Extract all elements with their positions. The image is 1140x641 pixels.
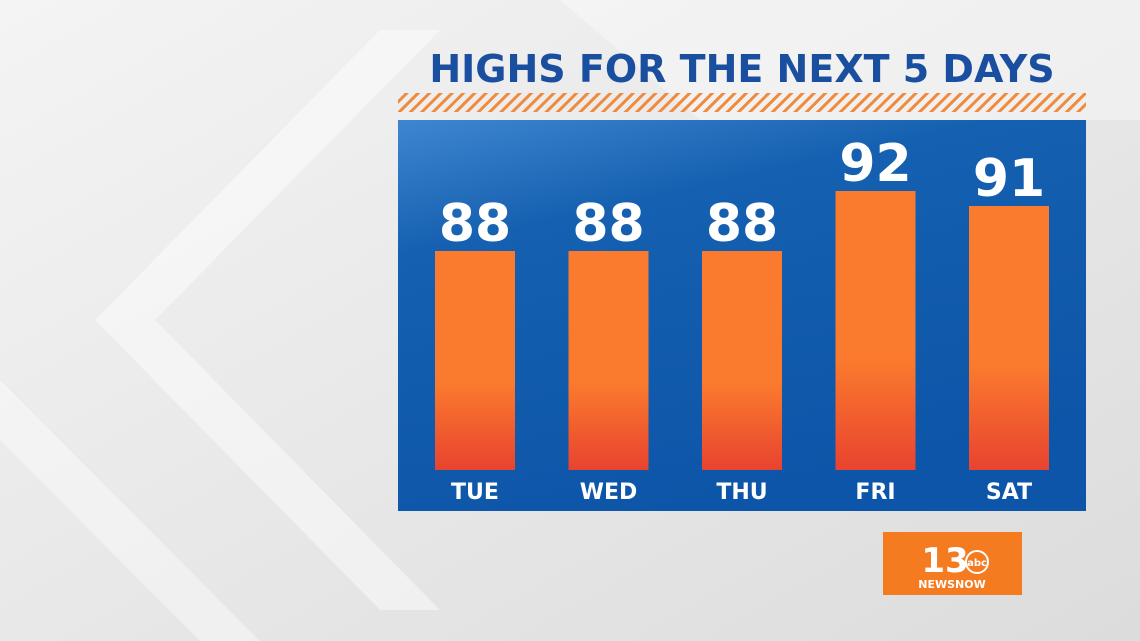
- x-tick-label: THU: [716, 480, 767, 505]
- logo: 13 abc NEWSNOW: [883, 532, 1022, 595]
- bar: [835, 191, 916, 470]
- value-label: 88: [439, 194, 511, 254]
- bar: [702, 251, 782, 470]
- bar: [435, 251, 515, 470]
- value-label: 88: [706, 194, 778, 254]
- value-label: 92: [839, 134, 911, 194]
- value-label: 88: [572, 194, 644, 254]
- bg-shape: [560, 0, 1140, 120]
- bg-shape: [95, 30, 440, 610]
- logo-circle: [965, 550, 989, 574]
- logo-box: [883, 532, 1022, 595]
- logo-network: abc: [967, 558, 987, 569]
- x-tick-label: FRI: [855, 480, 895, 505]
- chart-title: HIGHS FOR THE NEXT 5 DAYS: [429, 47, 1054, 91]
- bg-shape: [0, 380, 260, 641]
- logo-number: 13: [921, 541, 968, 581]
- bar: [568, 251, 649, 470]
- logo-brand: NEWSNOW: [918, 578, 985, 591]
- x-tick-label: TUE: [451, 480, 499, 505]
- hatch-stripe: [398, 93, 1086, 112]
- x-tick-label: SAT: [986, 480, 1032, 505]
- x-tick-label: WED: [580, 480, 638, 505]
- value-label: 91: [973, 149, 1045, 209]
- bar: [969, 206, 1049, 470]
